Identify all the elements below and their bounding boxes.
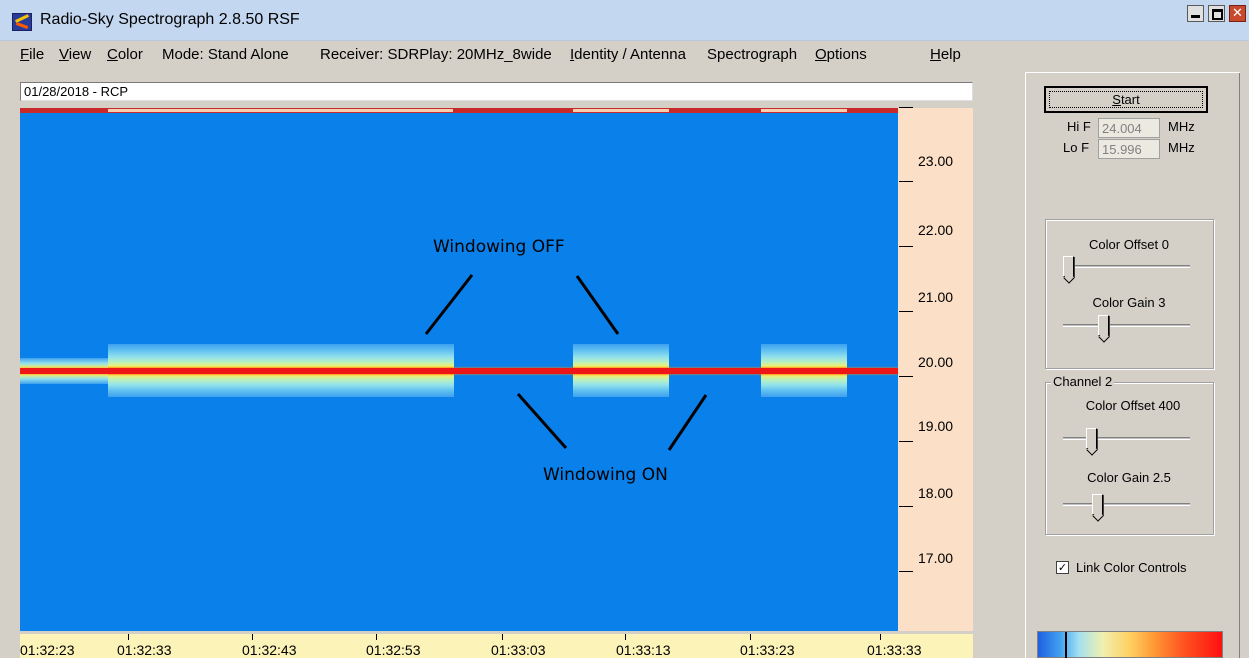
color-scale-bar [1037, 631, 1223, 658]
ch1-color-gain-label: Color Gain 3 [1092, 295, 1166, 310]
menu-help[interactable]: Help [930, 46, 961, 63]
time-label: 01:33:23 [740, 642, 795, 658]
annotation-arrow-off-right [575, 275, 620, 335]
time-label: 01:33:33 [867, 642, 922, 658]
freq-tick [899, 181, 913, 182]
minimize-button[interactable] [1187, 5, 1204, 22]
ch2-color-offset-slider-thumb[interactable] [1086, 428, 1098, 449]
control-panel [1025, 72, 1240, 658]
ch2-color-offset-track[interactable] [1063, 437, 1190, 440]
time-tick [128, 634, 129, 640]
time-label: 01:33:13 [616, 642, 671, 658]
ch1-color-offset-slider-thumb[interactable] [1063, 256, 1074, 277]
top-line-segment [108, 109, 453, 112]
time-tick [625, 634, 626, 640]
time-label: 01:32:43 [242, 642, 297, 658]
time-axis: 01:32:23 01:32:33 01:32:43 01:32:53 01:3… [20, 634, 973, 658]
hi-f-unit: MHz [1168, 119, 1195, 134]
annotation-arrow-on-right [667, 394, 708, 451]
hi-f-field[interactable]: 24.004 [1098, 118, 1160, 138]
menu-spectrograph[interactable]: Spectrograph [707, 46, 798, 63]
lo-f-label: Lo F [1063, 140, 1090, 155]
menu-file[interactable]: File [20, 46, 45, 63]
freq-label: 21.00 [918, 289, 954, 305]
menu-receiver[interactable]: Receiver: SDRPlay: 20MHz_8wide [320, 46, 552, 63]
ch2-color-offset-label: Color Offset 400 [1085, 398, 1181, 413]
time-tick [502, 634, 503, 640]
ch1-color-gain-slider-thumb[interactable] [1097, 315, 1109, 336]
title-bar: Radio-Sky Spectrograph 2.8.50 RSF ✕ [0, 0, 1249, 41]
annotation-arrows [424, 274, 708, 451]
start-button[interactable]: Start [1044, 86, 1208, 113]
maximize-button[interactable] [1208, 5, 1225, 22]
app-logo-icon [12, 13, 32, 31]
menu-bar: File View Color Mode: Stand Alone Receiv… [0, 44, 1249, 68]
frequency-axis: 23.00 22.00 21.00 20.00 19.00 18.00 17.0… [898, 107, 973, 631]
ch1-color-gain-track[interactable] [1063, 324, 1190, 327]
hi-f-label: Hi F [1067, 119, 1091, 134]
ch1-color-offset-track[interactable] [1063, 265, 1190, 268]
freq-label: 17.00 [918, 550, 954, 566]
freq-label: 22.00 [918, 222, 954, 238]
time-tick [750, 634, 751, 640]
menu-options[interactable]: Options [815, 46, 867, 63]
time-tick [880, 634, 881, 640]
freq-tick [899, 311, 913, 312]
lo-f-field[interactable]: 15.996 [1098, 139, 1160, 159]
ch2-color-gain-track[interactable] [1063, 503, 1190, 506]
color-scale-marker [1065, 632, 1067, 658]
freq-tick [899, 376, 913, 377]
channel-1-group [1045, 219, 1214, 369]
freq-label: 18.00 [918, 485, 954, 501]
time-label: 01:32:33 [117, 642, 172, 658]
lo-f-unit: MHz [1168, 140, 1195, 155]
time-tick [252, 634, 253, 640]
freq-label: 19.00 [918, 418, 954, 434]
time-label: 01:32:23 [20, 642, 75, 658]
annotation-arrow-off-left [424, 274, 474, 335]
freq-label: 20.00 [918, 354, 954, 370]
top-line-segment [761, 109, 847, 112]
link-color-controls-checkbox[interactable]: ✓ [1056, 561, 1069, 574]
time-tick [376, 634, 377, 640]
annotation-windowing-on: Windowing ON [543, 465, 668, 485]
close-icon: ✕ [1232, 6, 1243, 21]
freq-label: 23.00 [918, 153, 954, 169]
menu-color[interactable]: Color [107, 46, 143, 63]
header-text-field[interactable]: 01/28/2018 - RCP [20, 82, 973, 101]
annotation-arrow-on-left [516, 393, 568, 449]
menu-mode[interactable]: Mode: Stand Alone [162, 46, 289, 63]
freq-tick [899, 246, 913, 247]
ch2-color-gain-label: Color Gain 2.5 [1087, 470, 1171, 485]
freq-tick [899, 441, 913, 442]
link-color-controls-label: Link Color Controls [1076, 560, 1187, 575]
ch2-color-gain-slider-thumb[interactable] [1092, 494, 1103, 515]
annotation-windowing-off: Windowing OFF [433, 237, 565, 257]
menu-view[interactable]: View [59, 46, 92, 63]
freq-tick [899, 107, 913, 108]
ch1-color-offset-label: Color Offset 0 [1089, 237, 1169, 252]
freq-tick [899, 571, 913, 572]
spectrogram-plot[interactable]: Windowing OFF Windowing ON [20, 108, 898, 631]
time-label: 01:32:53 [366, 642, 421, 658]
signal-center-line [20, 368, 898, 374]
time-label: 01:33:03 [491, 642, 546, 658]
channel-2-title: Channel 2 [1051, 374, 1115, 389]
window-title: Radio-Sky Spectrograph 2.8.50 RSF [40, 11, 300, 28]
channel-2-group [1045, 382, 1214, 535]
close-button[interactable]: ✕ [1229, 5, 1246, 22]
menu-identity-antenna[interactable]: Identity / Antenna [570, 46, 686, 63]
top-line-segment [573, 109, 669, 112]
top-signal-line [20, 108, 898, 113]
freq-tick [899, 506, 913, 507]
